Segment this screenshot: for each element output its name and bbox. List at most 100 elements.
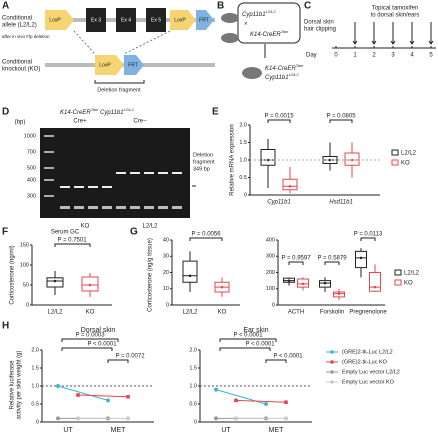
p-value: P = 0.9597 (281, 256, 311, 262)
y-tick-label: 30 (163, 254, 169, 260)
gel-band (158, 206, 168, 209)
box (260, 149, 276, 166)
point (76, 416, 80, 421)
box (355, 250, 367, 269)
y-tick-label: 2.0 (31, 347, 39, 353)
y-tick-label: 200 (266, 270, 275, 276)
y-tick-label: 0.5 (31, 401, 39, 407)
legend-label: (GRE)2-tk-Luc L2/L2 (342, 349, 393, 355)
p-value: P = 0.0072 (115, 354, 145, 360)
allele-note: after in vivo Flp deletion (2, 34, 50, 39)
p-bracket (265, 359, 287, 363)
day-tick: 5 (429, 53, 433, 59)
point (359, 256, 363, 260)
y-tick-label: 1.5 (239, 140, 247, 146)
label-part: Cyp11b1 (242, 12, 266, 18)
ladder-label: 400 (27, 177, 36, 183)
ladder-label: 300 (27, 193, 36, 199)
p-value: P < 0.0001 (245, 342, 275, 348)
x-tick-label: KO (218, 310, 227, 316)
group-label: KO (81, 224, 90, 230)
deletion-guide (73, 30, 171, 55)
point (284, 416, 288, 421)
box (282, 178, 298, 191)
label-part: Cyp11b1 (98, 110, 123, 116)
y-axis-label: Relative luciferase (10, 360, 16, 410)
element-label: LoxP (49, 17, 61, 23)
group-label: L2/L2 (142, 224, 158, 230)
y-tick-label: 1.0 (31, 383, 39, 389)
deletion-label: Deletion fragment (97, 87, 141, 93)
legend-label: Empty Luc vector L2/L2 (342, 369, 400, 375)
day-tick: 4 (410, 53, 414, 59)
loxp (170, 10, 196, 30)
point (56, 416, 60, 421)
y-tick-label: 0 (272, 302, 275, 308)
y-tick-label: 0 (36, 419, 39, 425)
exon (86, 8, 106, 32)
gel-band (130, 206, 140, 209)
legend-label: L2/L2 (404, 271, 420, 277)
point (214, 387, 218, 392)
legend-swatch (394, 269, 402, 276)
legend-swatch (394, 279, 402, 286)
y-tick-label: 2.0 (239, 122, 247, 128)
panel-label: C (304, 1, 311, 12)
y-tick-label: 400 (266, 237, 275, 243)
subplot-title: Dorsal skin (81, 327, 116, 334)
gel-band (144, 206, 154, 209)
p-value: P = 0.5879 (317, 256, 347, 262)
x-tick-label: Forskolin (320, 310, 344, 316)
point (106, 398, 110, 403)
label: K14-CreERTam Cyp11b1L2/L2 (60, 107, 134, 116)
day-label: Day (306, 53, 317, 59)
fragment-bracket (94, 80, 145, 84)
element-label: FRT (128, 62, 138, 68)
day-tick: 2 (372, 53, 376, 59)
y-axis-label: activity per skin weight (g) (17, 350, 23, 419)
point (53, 279, 57, 283)
legend-marker (330, 350, 334, 354)
label: Cre+ (73, 119, 87, 125)
point (214, 416, 218, 421)
y-tick-label: 1.0 (239, 157, 247, 163)
legend-marker (330, 380, 334, 384)
y-tick-label: 150 (20, 242, 29, 248)
x-tick-label: KO (86, 310, 95, 316)
gel-band (158, 172, 168, 174)
x-tick-label: Pregnenolone (349, 310, 387, 316)
y-tick-label: 2.0 (189, 347, 197, 353)
label-part: Tam (281, 29, 289, 34)
p-value: P = 0.0805 (326, 114, 356, 120)
label: Cyp11b1L2/L2 (242, 9, 276, 18)
point (264, 402, 268, 406)
gel-band (60, 186, 70, 188)
gel-band (88, 206, 98, 209)
cross-sign: × (244, 22, 248, 28)
box (182, 260, 198, 283)
element-label: Ex 5 (151, 17, 161, 23)
label-part: L2/L2 (266, 9, 277, 14)
x-tick-label: MET (111, 427, 127, 434)
label-part: K14-CreER (250, 32, 281, 38)
ladder-label: 700 (27, 149, 36, 155)
label: K14-CreERTam (250, 29, 289, 38)
box (369, 272, 381, 292)
treatment-arrow (409, 22, 415, 45)
exon (146, 8, 166, 32)
label: Cre− (133, 119, 147, 125)
y-tick-label: 100 (20, 262, 29, 268)
point (126, 416, 130, 421)
treatment-arrow (428, 22, 434, 45)
panel-label: D (2, 107, 9, 118)
point (301, 282, 305, 286)
point (56, 384, 60, 388)
label-part: L2/L2 (289, 72, 300, 77)
x-tick-label: Hsd11b1 (329, 200, 353, 206)
gel-band (102, 206, 112, 209)
gel-band (88, 186, 98, 188)
y-tick-label: 1.0 (189, 383, 197, 389)
p-value: P < 0.0001 (273, 354, 303, 360)
gel-band (130, 172, 140, 174)
